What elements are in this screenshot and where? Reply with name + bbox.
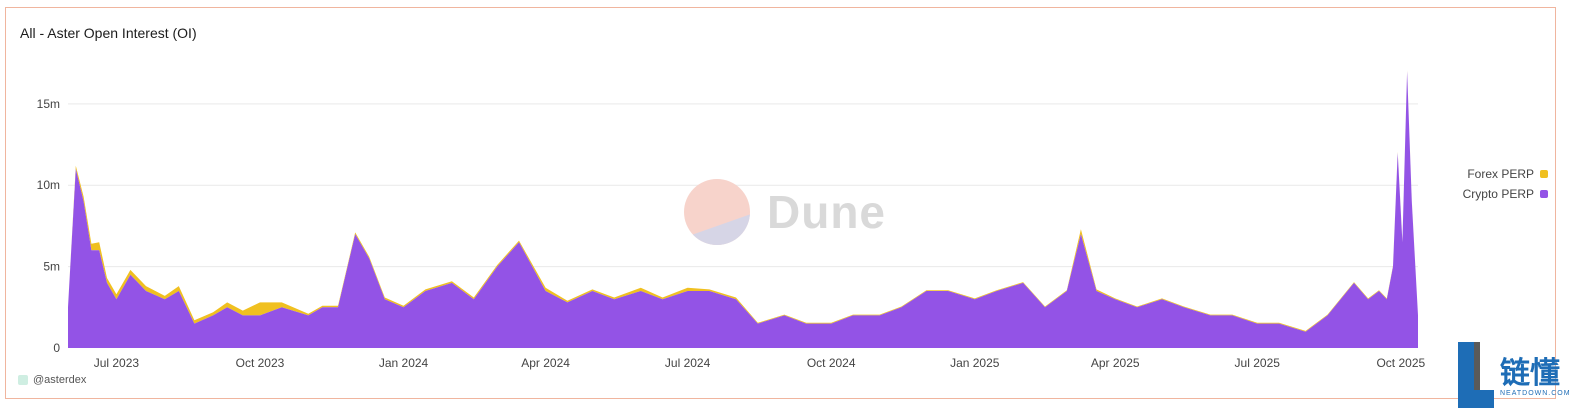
legend-label: Crypto PERP [1462, 187, 1534, 201]
x-tick-label: Apr 2025 [1091, 356, 1140, 370]
y-tick-label: 5m [43, 260, 60, 274]
legend-item-forex[interactable]: Forex PERP [1463, 164, 1548, 184]
dune-watermark: Dune [683, 178, 886, 246]
neatdown-logo-icon [1458, 342, 1494, 408]
x-tick-label: Apr 2024 [521, 356, 570, 370]
x-tick-label: Jan 2024 [379, 356, 429, 370]
x-tick-label: Jul 2023 [94, 356, 140, 370]
series-crypto-perp-area [68, 71, 1418, 349]
legend-label: Forex PERP [1467, 167, 1534, 181]
legend-swatch [1540, 190, 1548, 198]
neatdown-logo: 链懂 NEATDOWN.COM [1458, 342, 1584, 414]
attribution-swatch [18, 375, 28, 385]
y-tick-label: 10m [37, 178, 60, 192]
x-tick-label: Jul 2024 [665, 356, 711, 370]
dune-logo-icon [684, 179, 750, 245]
attribution-text: @asterdex [33, 374, 87, 386]
legend-swatch [1540, 170, 1548, 178]
x-tick-label: Oct 2024 [807, 356, 856, 370]
legend: Forex PERP Crypto PERP [1463, 164, 1548, 204]
legend-item-crypto[interactable]: Crypto PERP [1463, 184, 1548, 204]
watermark-text: Dune [767, 186, 886, 238]
x-tick-label: Oct 2025 [1376, 356, 1425, 370]
x-tick-label: Oct 2023 [236, 356, 285, 370]
attribution[interactable]: @asterdex [18, 374, 86, 386]
logo-cn-text: 链懂 [1500, 356, 1560, 391]
y-tick-label: 0 [53, 341, 60, 355]
y-tick-label: 15m [37, 97, 60, 111]
x-tick-label: Jan 2025 [950, 356, 1000, 370]
logo-en-text: NEATDOWN.COM [1500, 390, 1571, 397]
x-tick-label: Jul 2025 [1235, 356, 1281, 370]
chart-title: All - Aster Open Interest (OI) [20, 25, 197, 41]
